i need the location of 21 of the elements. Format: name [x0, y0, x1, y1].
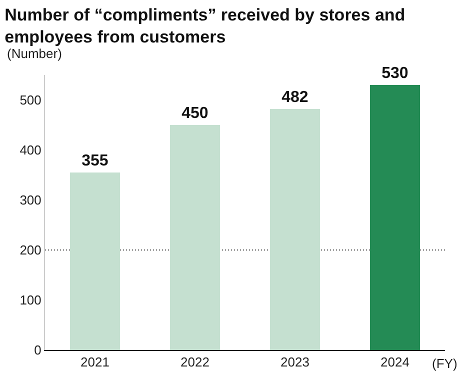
chart-title: Number of “compliments” received by stores and employees from customers	[4, 6, 406, 47]
bar	[270, 109, 320, 350]
y-tick-label: 400	[20, 142, 42, 158]
x-tick-label: 2022	[180, 354, 210, 370]
y-axis-title: (Number)	[7, 46, 62, 61]
y-tick-label: 100	[20, 292, 42, 308]
data-label: 482	[282, 89, 308, 106]
data-label: 450	[182, 105, 208, 122]
y-tick-label: 0	[34, 342, 42, 358]
x-axis-title: (FY)	[432, 356, 458, 371]
data-label: 530	[382, 65, 408, 82]
y-tick-label: 300	[20, 192, 42, 208]
bar	[370, 85, 420, 350]
bar	[70, 172, 120, 350]
data-label: 355	[82, 152, 108, 170]
x-tick-label: 2021	[80, 354, 110, 370]
y-tick-label: 500	[20, 92, 42, 108]
y-tick-label: 200	[20, 242, 42, 258]
x-tick-label: 2024	[380, 354, 410, 370]
bar	[170, 125, 220, 350]
x-tick-label: 2023	[280, 354, 310, 370]
